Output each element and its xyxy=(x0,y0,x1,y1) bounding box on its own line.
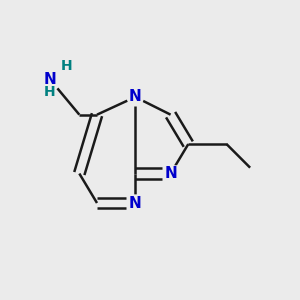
Text: N: N xyxy=(164,166,177,181)
Text: H: H xyxy=(44,85,56,99)
Text: N: N xyxy=(129,196,142,211)
Text: N: N xyxy=(129,89,142,104)
Text: H: H xyxy=(60,59,72,73)
Text: N: N xyxy=(44,72,56,87)
